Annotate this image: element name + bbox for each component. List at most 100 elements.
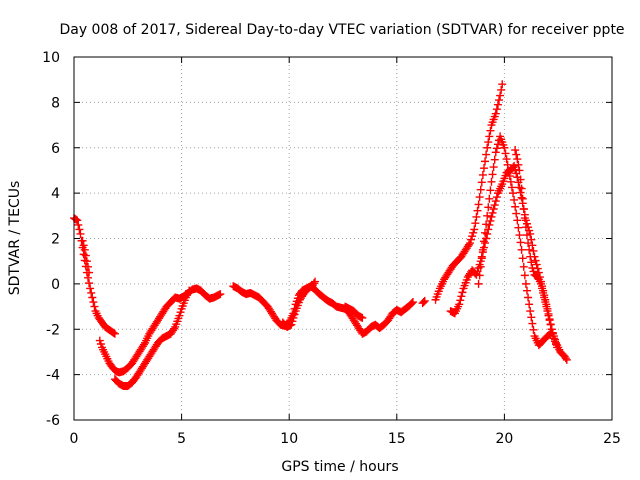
- data-point: [475, 193, 484, 202]
- data-point: [527, 313, 536, 322]
- data-point: [479, 164, 488, 173]
- data-point: [512, 150, 521, 159]
- data-point: [289, 313, 298, 322]
- data-point: [517, 193, 526, 202]
- data-point: [511, 146, 520, 155]
- x-tick-label: 15: [388, 431, 406, 447]
- data-point: [474, 279, 483, 288]
- data-point: [519, 262, 528, 271]
- data-point: [536, 279, 545, 288]
- data-point: [501, 149, 510, 158]
- data-point: [467, 235, 476, 244]
- data-point: [474, 200, 483, 209]
- data-point: [86, 284, 95, 293]
- data-point: [74, 220, 83, 229]
- data-point: [87, 288, 96, 297]
- data-point: [110, 329, 119, 338]
- data-point: [510, 195, 519, 204]
- data-point: [288, 317, 297, 326]
- data-point: [520, 271, 529, 280]
- data-point: [96, 339, 105, 348]
- data-point: [216, 290, 225, 299]
- y-axis-label: SDTVAR / TECUs: [7, 181, 23, 296]
- data-point: [485, 194, 494, 203]
- data-point: [88, 293, 97, 302]
- data-point: [514, 160, 523, 169]
- data-point: [492, 193, 501, 202]
- x-tick-label: 5: [177, 431, 186, 447]
- data-point: [490, 201, 499, 210]
- data-point: [487, 212, 496, 221]
- data-point: [511, 202, 520, 211]
- plot-frame: [73, 56, 613, 421]
- data-point: [76, 229, 85, 238]
- data-point: [83, 273, 92, 282]
- data-point: [85, 268, 94, 277]
- x-tick-label: 20: [495, 431, 513, 447]
- data-point: [476, 262, 485, 271]
- data-point: [489, 163, 498, 172]
- y-tick-label: 8: [51, 95, 60, 111]
- data-point: [176, 308, 185, 317]
- data-point: [470, 225, 479, 234]
- y-tick-label: 2: [51, 232, 60, 248]
- data-point: [522, 219, 531, 228]
- data-point: [80, 245, 89, 254]
- y-tick-label: -4: [46, 368, 60, 384]
- data-point: [500, 143, 509, 152]
- data-point: [455, 300, 464, 309]
- data-point: [548, 329, 557, 338]
- chart-title: Day 008 of 2017, Sidereal Day-to-day VTE…: [59, 22, 624, 38]
- data-point: [502, 155, 511, 164]
- data-point: [518, 254, 527, 263]
- data-point: [109, 329, 118, 338]
- data-point: [520, 214, 529, 223]
- data-series: [70, 80, 571, 390]
- data-point: [519, 205, 528, 214]
- data-point: [486, 126, 495, 135]
- data-point: [541, 298, 550, 307]
- data-point: [476, 185, 485, 194]
- data-point: [468, 232, 477, 241]
- data-point: [287, 320, 296, 329]
- data-point: [81, 251, 90, 260]
- data-point: [526, 252, 535, 261]
- data-point: [513, 155, 522, 164]
- data-point: [85, 279, 94, 288]
- x-axis-label: GPS time / hours: [281, 459, 398, 475]
- data-point: [79, 241, 88, 250]
- data-point: [524, 239, 533, 248]
- data-point: [478, 170, 487, 179]
- data-point: [72, 215, 81, 224]
- data-point: [522, 231, 531, 240]
- data-point: [465, 239, 474, 248]
- data-point: [486, 186, 495, 195]
- data-point: [83, 262, 92, 271]
- data-point: [516, 188, 525, 197]
- data-point: [78, 236, 87, 245]
- data-point: [82, 257, 91, 266]
- data-point: [464, 240, 473, 249]
- data-point: [506, 177, 515, 186]
- data-point: [473, 206, 482, 215]
- data-point: [543, 307, 552, 316]
- data-point: [515, 231, 524, 240]
- data-point: [484, 138, 493, 147]
- data-point: [185, 286, 194, 295]
- data-point: [516, 238, 525, 247]
- data-point: [516, 175, 525, 184]
- data-point: [487, 177, 496, 186]
- data-point: [528, 263, 537, 272]
- data-point: [75, 225, 84, 234]
- data-point: [309, 279, 318, 288]
- data-point: [485, 132, 494, 141]
- y-tick-label: 10: [42, 50, 60, 66]
- data-point: [73, 216, 82, 225]
- data-point: [498, 80, 507, 89]
- y-tick-label: 0: [51, 277, 60, 293]
- data-point: [511, 165, 520, 174]
- x-tick-label: 25: [603, 431, 621, 447]
- data-point: [493, 100, 502, 109]
- data-point: [561, 354, 570, 363]
- data-point: [514, 223, 523, 232]
